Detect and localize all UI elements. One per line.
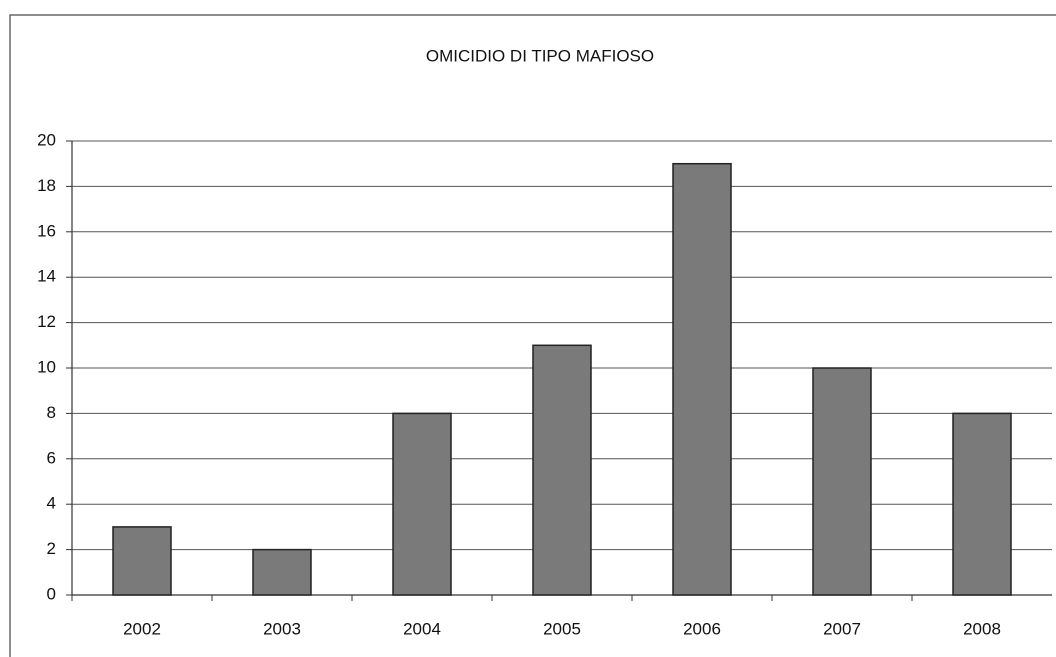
y-tick-label: 6 <box>47 448 56 467</box>
y-tick-label: 10 <box>37 357 56 376</box>
x-tick-label: 2003 <box>263 619 301 638</box>
x-tick-label: 2007 <box>823 619 861 638</box>
x-tick-label: 2002 <box>123 619 161 638</box>
y-tick-label: 18 <box>37 176 56 195</box>
y-tick-label: 14 <box>37 267 56 286</box>
bar <box>672 162 732 596</box>
y-tick-label: 20 <box>37 130 56 149</box>
bar <box>392 412 452 596</box>
y-tick-label: 4 <box>47 494 56 513</box>
bar <box>952 412 1012 596</box>
bar <box>252 548 312 596</box>
bar <box>532 344 592 596</box>
x-tick-label: 2005 <box>543 619 581 638</box>
y-tick-label: 2 <box>47 539 56 558</box>
bar <box>812 367 872 596</box>
y-tick-label: 16 <box>37 221 56 240</box>
x-tick-label: 2006 <box>683 619 721 638</box>
x-tick-label: 2008 <box>963 619 1001 638</box>
y-tick-label: 0 <box>47 584 56 603</box>
y-tick-label: 8 <box>47 403 56 422</box>
bar <box>112 526 172 596</box>
x-tick-label: 2004 <box>403 619 441 638</box>
chart-title: OMICIDIO DI TIPO MAFIOSO <box>426 46 654 65</box>
y-tick-label: 12 <box>37 312 56 331</box>
